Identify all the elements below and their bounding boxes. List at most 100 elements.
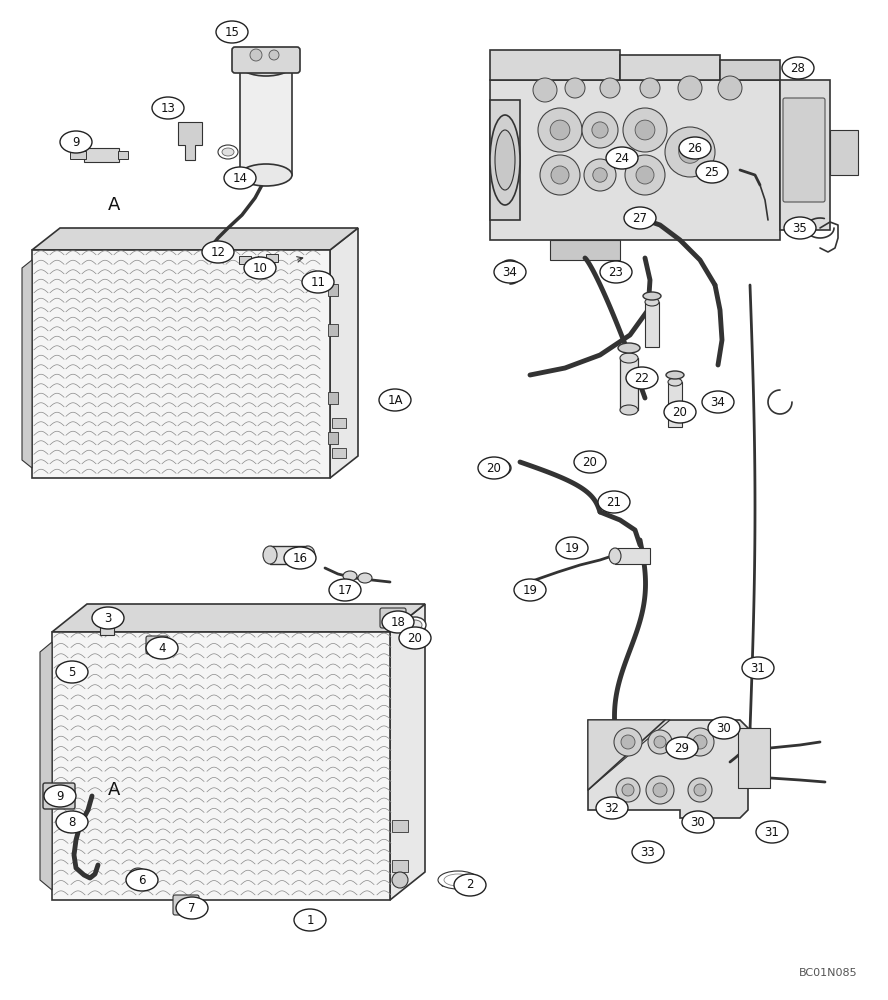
Bar bbox=[645, 302, 659, 347]
Ellipse shape bbox=[216, 21, 248, 43]
Circle shape bbox=[665, 127, 715, 177]
Text: 19: 19 bbox=[565, 542, 580, 554]
Circle shape bbox=[250, 49, 262, 61]
Circle shape bbox=[653, 783, 667, 797]
Polygon shape bbox=[588, 720, 670, 790]
Bar bbox=[392, 860, 408, 872]
Circle shape bbox=[640, 78, 660, 98]
Text: 30: 30 bbox=[691, 816, 705, 828]
Bar bbox=[100, 615, 114, 635]
Polygon shape bbox=[390, 604, 425, 900]
Polygon shape bbox=[830, 130, 858, 175]
Ellipse shape bbox=[56, 811, 88, 833]
Text: 3: 3 bbox=[104, 611, 112, 624]
Text: 28: 28 bbox=[790, 62, 805, 75]
Text: 5: 5 bbox=[68, 666, 75, 678]
Ellipse shape bbox=[263, 546, 277, 564]
Text: 7: 7 bbox=[188, 902, 195, 914]
Bar bbox=[615, 548, 650, 564]
Text: 26: 26 bbox=[687, 141, 702, 154]
Ellipse shape bbox=[218, 145, 238, 159]
Text: 11: 11 bbox=[311, 275, 326, 288]
Ellipse shape bbox=[574, 451, 606, 473]
Ellipse shape bbox=[626, 367, 658, 389]
Ellipse shape bbox=[240, 164, 292, 186]
Polygon shape bbox=[178, 122, 202, 160]
Text: 25: 25 bbox=[704, 165, 719, 178]
Ellipse shape bbox=[240, 54, 292, 76]
Circle shape bbox=[540, 155, 580, 195]
Bar bbox=[266, 254, 278, 262]
Ellipse shape bbox=[556, 537, 588, 559]
Circle shape bbox=[538, 108, 582, 152]
Circle shape bbox=[550, 120, 570, 140]
Circle shape bbox=[625, 155, 665, 195]
Circle shape bbox=[718, 76, 742, 100]
Text: 9: 9 bbox=[72, 135, 80, 148]
Text: 27: 27 bbox=[632, 212, 647, 225]
Bar bbox=[328, 392, 338, 404]
Circle shape bbox=[600, 78, 620, 98]
Ellipse shape bbox=[668, 378, 682, 386]
Circle shape bbox=[565, 78, 585, 98]
Ellipse shape bbox=[632, 841, 664, 863]
Polygon shape bbox=[780, 80, 830, 230]
Bar bbox=[328, 324, 338, 336]
Polygon shape bbox=[52, 604, 425, 632]
Ellipse shape bbox=[202, 241, 234, 263]
Text: 1: 1 bbox=[306, 914, 313, 926]
Ellipse shape bbox=[60, 131, 92, 153]
Circle shape bbox=[614, 728, 642, 756]
Text: 17: 17 bbox=[337, 584, 353, 596]
Ellipse shape bbox=[408, 620, 422, 630]
Bar bbox=[239, 256, 251, 264]
Ellipse shape bbox=[379, 389, 411, 411]
Ellipse shape bbox=[702, 391, 734, 413]
Text: 23: 23 bbox=[608, 265, 623, 278]
Text: 6: 6 bbox=[139, 874, 146, 886]
Ellipse shape bbox=[44, 785, 76, 807]
Ellipse shape bbox=[92, 607, 124, 629]
Ellipse shape bbox=[343, 571, 357, 581]
Ellipse shape bbox=[609, 548, 621, 564]
Ellipse shape bbox=[742, 657, 774, 679]
Ellipse shape bbox=[708, 717, 740, 739]
Polygon shape bbox=[550, 240, 620, 260]
Ellipse shape bbox=[596, 797, 628, 819]
Ellipse shape bbox=[756, 821, 788, 843]
Ellipse shape bbox=[438, 871, 478, 889]
Text: 35: 35 bbox=[793, 222, 807, 234]
Bar bbox=[70, 151, 86, 159]
Ellipse shape bbox=[302, 271, 334, 293]
Bar bbox=[738, 728, 770, 788]
Text: A: A bbox=[108, 781, 121, 799]
Polygon shape bbox=[330, 228, 358, 478]
Bar bbox=[392, 820, 408, 832]
Circle shape bbox=[269, 50, 279, 60]
Ellipse shape bbox=[679, 137, 711, 159]
Bar bbox=[84, 148, 119, 162]
Text: 24: 24 bbox=[614, 151, 630, 164]
Circle shape bbox=[593, 168, 607, 182]
Text: BC01N085: BC01N085 bbox=[799, 968, 858, 978]
Bar bbox=[240, 65, 292, 175]
Text: 29: 29 bbox=[675, 742, 689, 754]
Circle shape bbox=[551, 166, 569, 184]
Polygon shape bbox=[40, 642, 52, 890]
Circle shape bbox=[688, 778, 712, 802]
Circle shape bbox=[648, 730, 672, 754]
Polygon shape bbox=[490, 100, 520, 220]
Text: 18: 18 bbox=[391, 615, 406, 629]
Ellipse shape bbox=[696, 161, 728, 183]
Text: 10: 10 bbox=[252, 261, 267, 274]
Text: 32: 32 bbox=[605, 802, 620, 814]
Text: 19: 19 bbox=[522, 584, 537, 596]
Circle shape bbox=[678, 141, 702, 163]
Ellipse shape bbox=[664, 401, 696, 423]
Ellipse shape bbox=[598, 491, 630, 513]
Polygon shape bbox=[720, 60, 780, 80]
Circle shape bbox=[616, 778, 640, 802]
Circle shape bbox=[584, 159, 616, 191]
Ellipse shape bbox=[152, 97, 184, 119]
Text: 12: 12 bbox=[210, 245, 226, 258]
